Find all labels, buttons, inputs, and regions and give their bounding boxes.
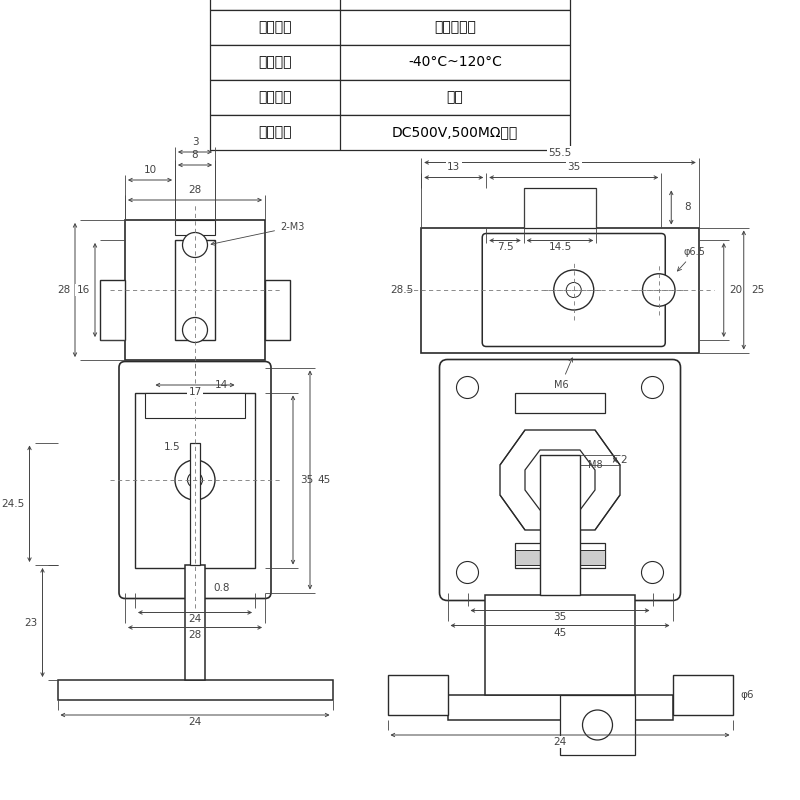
FancyBboxPatch shape: [439, 359, 681, 601]
Bar: [673, 675, 733, 715]
Bar: [560, 695, 635, 755]
Text: 8: 8: [685, 202, 691, 213]
Text: 0.8: 0.8: [213, 583, 230, 593]
Bar: [210, 10, 570, 45]
Circle shape: [642, 377, 663, 398]
Bar: [265, 280, 290, 340]
Circle shape: [642, 274, 675, 306]
Text: 24.5: 24.5: [2, 498, 25, 509]
Text: 2: 2: [620, 455, 626, 465]
Circle shape: [187, 473, 202, 487]
FancyBboxPatch shape: [119, 362, 271, 598]
Text: DC500V,500MΩ以上: DC500V,500MΩ以上: [392, 126, 518, 139]
Text: 45: 45: [317, 475, 330, 485]
Text: 24: 24: [554, 737, 566, 747]
Text: 35: 35: [554, 613, 566, 622]
Bar: [447, 695, 673, 720]
Text: 25: 25: [752, 285, 765, 295]
Text: 绵缘阻抗: 绵缘阻抗: [258, 126, 292, 139]
Text: 17: 17: [188, 387, 202, 397]
Text: 20: 20: [729, 285, 742, 295]
Text: 45: 45: [554, 627, 566, 638]
Bar: [145, 393, 245, 418]
Text: M6: M6: [554, 358, 573, 390]
Bar: [515, 550, 605, 565]
Circle shape: [582, 710, 613, 740]
Circle shape: [457, 562, 478, 583]
Bar: [540, 455, 580, 595]
Text: 产品标准: 产品标准: [258, 90, 292, 105]
Bar: [422, 227, 698, 353]
Bar: [175, 220, 215, 235]
Text: 3: 3: [192, 137, 198, 147]
Bar: [190, 442, 200, 565]
Circle shape: [182, 318, 207, 342]
Text: 10: 10: [143, 165, 157, 175]
Text: -40°C~120°C: -40°C~120°C: [408, 55, 502, 70]
Text: 绵缘材料: 绵缘材料: [258, 21, 292, 34]
Bar: [485, 595, 635, 695]
FancyBboxPatch shape: [482, 234, 666, 346]
Circle shape: [457, 377, 478, 398]
Text: 23: 23: [24, 618, 38, 627]
Text: M8: M8: [588, 460, 602, 470]
Bar: [387, 675, 447, 715]
Text: 2-M3: 2-M3: [211, 222, 304, 246]
Text: 13: 13: [447, 162, 460, 173]
Bar: [524, 187, 596, 227]
Polygon shape: [500, 430, 620, 530]
Text: φ6: φ6: [741, 690, 754, 700]
Bar: [100, 280, 125, 340]
Bar: [210, 45, 570, 80]
Text: 24: 24: [188, 717, 202, 727]
Text: 55.5: 55.5: [548, 147, 572, 158]
Text: 28: 28: [57, 285, 70, 295]
Text: 35: 35: [567, 162, 580, 173]
Bar: [185, 565, 205, 680]
Text: 16: 16: [77, 285, 90, 295]
Bar: [125, 220, 265, 360]
Text: 8: 8: [192, 150, 198, 160]
Text: 国标: 国标: [446, 90, 463, 105]
Bar: [135, 393, 255, 567]
Bar: [210, 0, 570, 10]
Text: 14.5: 14.5: [548, 242, 572, 253]
Polygon shape: [525, 450, 595, 510]
Bar: [210, 80, 570, 115]
Circle shape: [642, 562, 663, 583]
Bar: [175, 240, 215, 340]
Bar: [210, 115, 570, 150]
Text: 热塑性塑料: 热塑性塑料: [434, 21, 476, 34]
Circle shape: [175, 460, 215, 500]
Text: 工作环境: 工作环境: [258, 55, 292, 70]
Bar: [58, 680, 333, 700]
Text: 1.5: 1.5: [163, 442, 180, 451]
Text: 35: 35: [300, 475, 314, 485]
Text: 7.5: 7.5: [497, 242, 514, 253]
Text: 28: 28: [188, 185, 202, 195]
Text: φ6.5: φ6.5: [678, 247, 706, 271]
Text: 24: 24: [188, 614, 202, 625]
Bar: [515, 542, 605, 567]
Circle shape: [182, 233, 207, 258]
Text: 28.5: 28.5: [390, 285, 414, 295]
Circle shape: [566, 282, 582, 298]
Circle shape: [554, 270, 594, 310]
Bar: [515, 393, 605, 413]
Text: 14: 14: [215, 380, 228, 390]
Text: 28: 28: [188, 630, 202, 639]
